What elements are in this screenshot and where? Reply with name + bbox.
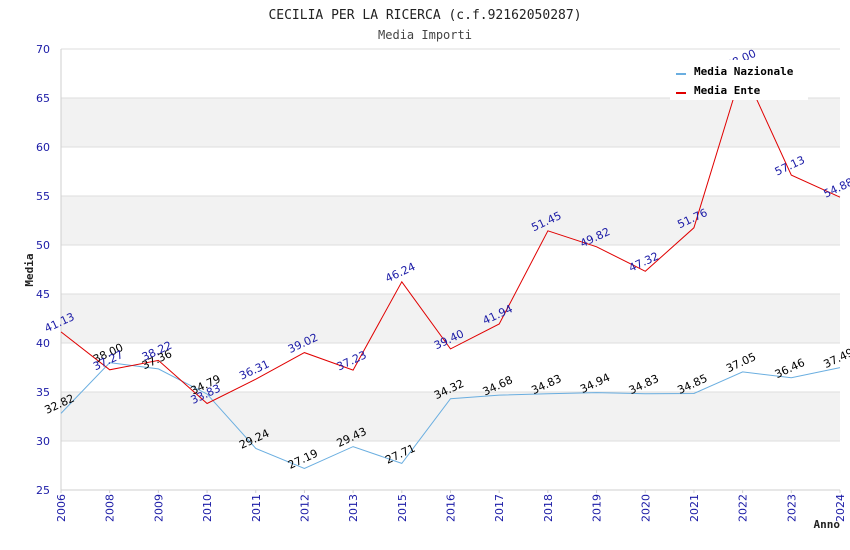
y-tick-label: 25 [36, 484, 50, 497]
x-tick-label: 2015 [396, 494, 409, 522]
series-line-media-nazionale [60, 362, 841, 470]
plot-bands [61, 49, 840, 490]
y-tick-label: 70 [36, 43, 50, 56]
y-tick-label: 35 [36, 386, 50, 399]
y-tick-label: 30 [36, 435, 50, 448]
legend-box [670, 60, 808, 100]
legend: Media Nazionale Media Ente [670, 60, 808, 100]
series-line-media-ente [60, 67, 841, 405]
x-tick-label: 2006 [55, 494, 68, 522]
plot-band [61, 98, 840, 147]
x-tick-label: 2009 [152, 494, 165, 522]
x-ticks: 2006 2008 2009 2010 2011 2012 2013 2015 2016 2017… [55, 490, 847, 522]
y-tick-label: 65 [36, 92, 50, 105]
x-tick-label: 2017 [493, 494, 506, 522]
plot-band [61, 147, 840, 196]
y-tick-label: 45 [36, 288, 50, 301]
plot-band [61, 441, 840, 490]
chart-title: CECILIA PER LA RICERCA (c.f.92162050287) [268, 8, 581, 23]
x-tick-label: 2010 [201, 494, 214, 522]
y-tick-label: 60 [36, 141, 50, 154]
x-tick-label: 2016 [445, 494, 458, 522]
series-lines [60, 67, 841, 470]
plot-band [61, 343, 840, 392]
x-tick-label: 2022 [737, 494, 750, 522]
plot-band [61, 196, 840, 245]
y-tick-label: 55 [36, 190, 50, 203]
x-tick-label: 2012 [298, 494, 311, 522]
x-axis-label: Anno [814, 518, 841, 531]
x-tick-label: 2021 [688, 494, 701, 522]
x-tick-label: 2013 [347, 494, 360, 522]
x-tick-label: 2018 [542, 494, 555, 522]
plot-band [61, 245, 840, 294]
x-tick-label: 2020 [639, 494, 652, 522]
y-tick-label: 50 [36, 239, 50, 252]
x-tick-label: 2011 [250, 494, 263, 522]
x-tick-label: 2008 [104, 494, 117, 522]
plot-band [61, 294, 840, 343]
y-ticks: 25 30 35 40 45 50 55 60 65 70 [36, 43, 50, 497]
x-tick-label: 2024 [834, 494, 847, 522]
legend-label: Media Nazionale [694, 65, 794, 78]
plot-band [61, 392, 840, 441]
x-tick-label: 2019 [591, 494, 604, 522]
x-tick-label: 2023 [785, 494, 798, 522]
chart-subtitle: Media Importi [378, 28, 472, 42]
legend-label: Media Ente [694, 84, 761, 97]
y-axis-label: Media [23, 253, 36, 286]
y-tick-label: 40 [36, 337, 50, 350]
